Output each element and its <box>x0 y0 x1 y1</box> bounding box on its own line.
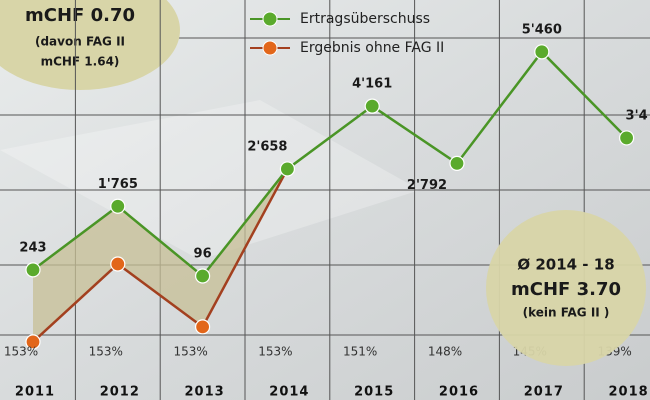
point <box>618 130 635 146</box>
point <box>195 268 211 284</box>
annotation-text: mCHF 1.64) <box>41 55 120 69</box>
percentage-label: 151% <box>343 345 377 359</box>
legend-label: Ergebnis ohne FAG II <box>300 40 444 56</box>
x-tick-label: 2012 <box>100 385 140 400</box>
percentage-label: 148% <box>428 345 462 359</box>
value-label: 1'765 <box>98 177 138 192</box>
value-label: 5'460 <box>522 22 562 37</box>
x-tick-label: 2018 <box>609 385 649 400</box>
value-label: 3'4 <box>626 108 648 123</box>
point <box>110 198 126 214</box>
x-tick-label: 2011 <box>15 385 55 400</box>
percentage-label: 153% <box>4 345 38 359</box>
value-label: 243 <box>19 240 46 255</box>
annotation-text: (davon FAG II <box>35 35 125 49</box>
percentage-label: 153% <box>89 345 123 359</box>
annotation-text: Ø 2014 - 18 <box>517 256 614 274</box>
point <box>364 98 380 114</box>
annotation-text: mCHF 3.70 <box>511 279 621 300</box>
x-tick-label: 2015 <box>354 385 394 400</box>
annotation-text: mCHF 0.70 <box>25 5 135 26</box>
value-label: 2'792 <box>407 178 447 193</box>
gap-area <box>33 168 288 342</box>
point <box>534 44 550 60</box>
series-line <box>32 168 289 343</box>
percentage-label: 153% <box>173 345 207 359</box>
point <box>449 155 465 171</box>
x-tick-label: 2014 <box>269 385 309 400</box>
x-tick-label: 2016 <box>439 385 479 400</box>
point <box>195 319 211 335</box>
annotation-circle <box>0 0 180 90</box>
point <box>110 256 126 272</box>
point <box>279 161 295 177</box>
value-label: 96 <box>194 247 212 262</box>
annotation-text: (kein FAG II ) <box>523 306 610 320</box>
x-tick-label: 2017 <box>524 385 564 400</box>
value-label: 2'658 <box>247 139 287 154</box>
point <box>25 334 41 350</box>
percentage-label: 153% <box>258 345 292 359</box>
annotation-circle <box>486 210 646 366</box>
plot: 243 1'765 96 2'658 4'161 2'792 5'460 3'4 153% 153… <box>4 0 649 400</box>
series-line <box>32 49 628 278</box>
legend-marker <box>262 40 278 56</box>
backdrop-shape <box>0 100 420 260</box>
point <box>25 262 41 278</box>
value-label: 4'161 <box>352 77 392 92</box>
legend-label: Ertragsüberschuss <box>300 11 430 27</box>
x-tick-label: 2013 <box>185 385 225 400</box>
legend-marker <box>262 11 278 27</box>
